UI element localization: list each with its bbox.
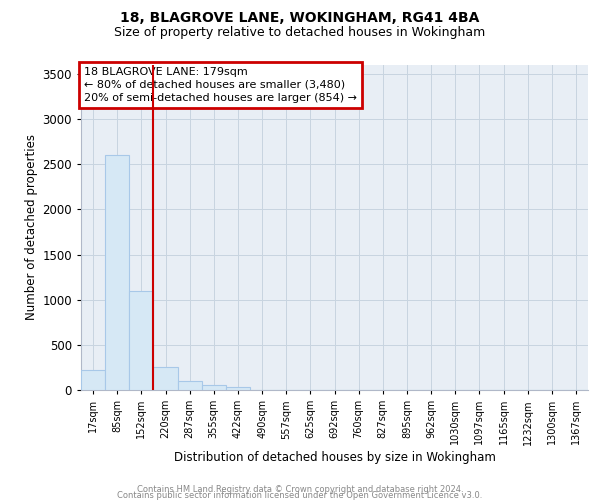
Text: Contains HM Land Registry data © Crown copyright and database right 2024.: Contains HM Land Registry data © Crown c… (137, 485, 463, 494)
Bar (81, 370, 105, 390)
Y-axis label: Number of detached properties: Number of detached properties (25, 134, 38, 320)
Bar (129, 290, 154, 390)
Text: 18, BLAGROVE LANE, WOKINGHAM, RG41 4BA: 18, BLAGROVE LANE, WOKINGHAM, RG41 4BA (121, 11, 479, 25)
Bar (105, 156, 129, 390)
Text: 18 BLAGROVE LANE: 179sqm
← 80% of detached houses are smaller (3,480)
20% of sem: 18 BLAGROVE LANE: 179sqm ← 80% of detach… (83, 66, 356, 103)
Bar (178, 381, 202, 390)
Bar (154, 366, 178, 390)
Bar (202, 386, 226, 390)
X-axis label: Distribution of detached houses by size in Wokingham: Distribution of detached houses by size … (173, 452, 496, 464)
Text: Size of property relative to detached houses in Wokingham: Size of property relative to detached ho… (115, 26, 485, 39)
Bar (226, 388, 250, 390)
Text: Contains public sector information licensed under the Open Government Licence v3: Contains public sector information licen… (118, 491, 482, 500)
